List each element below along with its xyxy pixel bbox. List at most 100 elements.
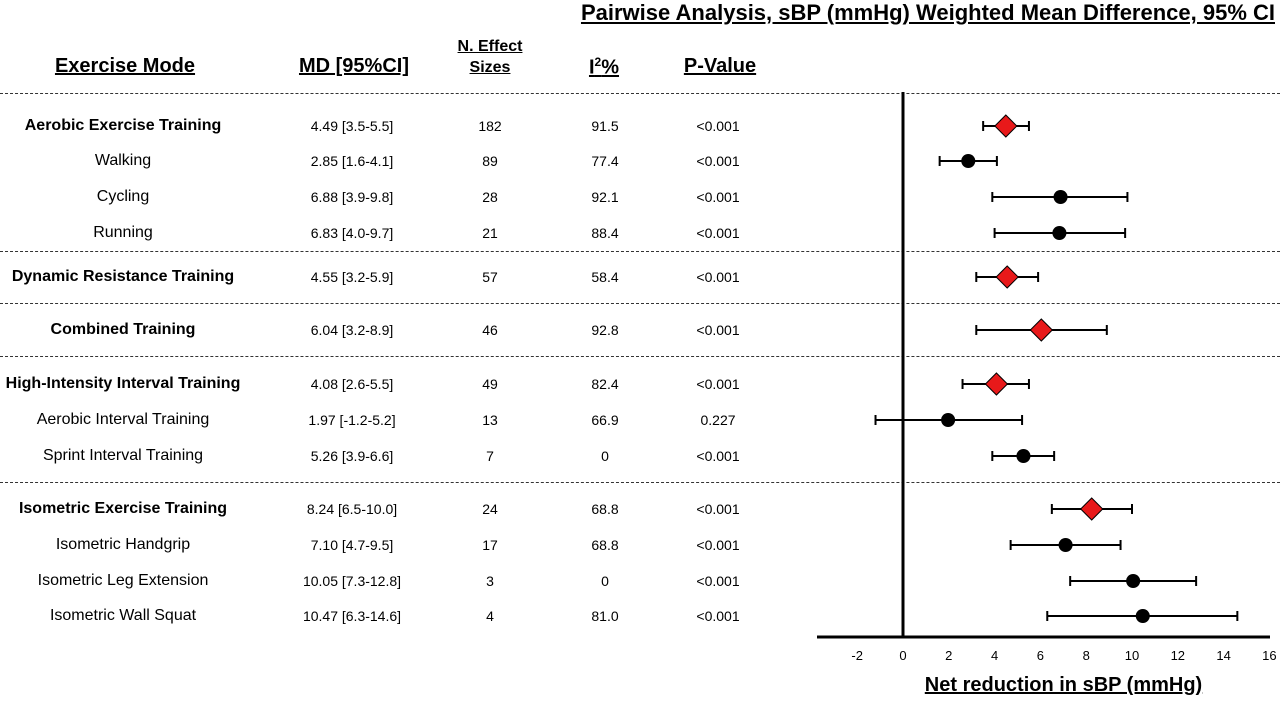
header-n-line1: N. Effect (457, 38, 523, 55)
row-i2: 66.9 (591, 412, 619, 428)
row-n-effect-sizes: 49 (482, 376, 498, 392)
row-p-value: <0.001 (696, 322, 740, 338)
row-n-effect-sizes: 57 (482, 269, 498, 285)
header-n-effect-sizes: N. Effect Sizes (440, 36, 540, 78)
row-i2: 88.4 (591, 225, 619, 241)
row-n-effect-sizes: 28 (482, 189, 498, 205)
row-p-value: <0.001 (696, 376, 740, 392)
subgroup-estimate-point (941, 413, 956, 427)
row-md: 6.83 [4.0-9.7] (310, 225, 394, 241)
separator-4 (0, 482, 1280, 483)
row-md: 6.88 [3.9-9.8] (310, 189, 394, 205)
row-md: 10.05 [7.3-12.8] (302, 573, 402, 589)
row-md: 1.97 [-1.2-5.2] (308, 412, 396, 428)
row-p-value: <0.001 (696, 153, 740, 169)
x-tick-label: 2 (945, 648, 952, 663)
row-label: Aerobic Interval Training (36, 411, 210, 428)
subgroup-estimate-point (1135, 609, 1150, 623)
pooled-estimate-diamond (1079, 497, 1104, 521)
x-tick-label: 16 (1262, 648, 1276, 663)
separator-1 (0, 251, 1280, 252)
header-n-line2: Sizes (469, 59, 511, 76)
row-p-value: <0.001 (696, 269, 740, 285)
row-label: Walking (94, 152, 152, 169)
separator-2 (0, 303, 1280, 304)
x-tick-label: 4 (991, 648, 998, 663)
row-p-value: <0.001 (696, 501, 740, 517)
row-n-effect-sizes: 17 (482, 537, 498, 553)
row-md: 4.49 [3.5-5.5] (310, 118, 394, 134)
row-md: 8.24 [6.5-10.0] (306, 501, 398, 517)
x-tick-label: -2 (851, 648, 863, 663)
row-md: 2.85 [1.6-4.1] (310, 153, 394, 169)
header-p-value: P-Value (683, 55, 757, 77)
x-tick-label: 10 (1125, 648, 1139, 663)
chart-title: Pairwise Analysis, sBP (mmHg) Weighted M… (580, 0, 1275, 25)
row-i2: 68.8 (591, 537, 619, 553)
row-md: 5.26 [3.9-6.6] (310, 448, 394, 464)
row-i2: 77.4 (591, 153, 619, 169)
header-i2-sup: 2 (594, 55, 602, 69)
row-p-value: <0.001 (696, 118, 740, 134)
row-md: 6.04 [3.2-8.9] (310, 322, 394, 338)
subgroup-estimate-point (1016, 449, 1031, 463)
row-n-effect-sizes: 182 (478, 118, 502, 134)
subgroup-estimate-point (961, 154, 976, 168)
pooled-estimate-diamond (995, 265, 1019, 289)
row-label: Isometric Wall Squat (49, 607, 197, 624)
row-i2: 68.8 (591, 501, 619, 517)
row-n-effect-sizes: 89 (482, 153, 498, 169)
row-label: High-Intensity Interval Training (5, 375, 241, 392)
separator-header (0, 93, 1280, 94)
row-p-value: <0.001 (696, 189, 740, 205)
x-tick-label: 0 (899, 648, 906, 663)
pooled-estimate-diamond (984, 372, 1009, 396)
row-n-effect-sizes: 4 (486, 608, 494, 624)
row-md: 7.10 [4.7-9.5] (310, 537, 394, 553)
row-i2: 82.4 (591, 376, 619, 392)
header-i2-base: I (588, 56, 595, 79)
x-axis-label: Net reduction in sBP (mmHg) (924, 674, 1203, 696)
row-label: Isometric Exercise Training (18, 500, 228, 517)
row-p-value: <0.001 (696, 537, 740, 553)
row-i2: 58.4 (591, 269, 619, 285)
x-tick-label: 8 (1083, 648, 1090, 663)
row-p-value: <0.001 (696, 573, 740, 589)
subgroup-estimate-point (1126, 574, 1141, 588)
row-n-effect-sizes: 21 (482, 225, 498, 241)
row-n-effect-sizes: 7 (486, 448, 494, 464)
row-i2: 0 (601, 573, 609, 589)
x-tick-label: 14 (1216, 648, 1230, 663)
row-label: Combined Training (50, 321, 196, 338)
x-tick-label: 6 (1037, 648, 1044, 663)
x-tick-label: 12 (1171, 648, 1185, 663)
row-p-value: <0.001 (696, 225, 740, 241)
subgroup-estimate-point (1053, 190, 1068, 204)
row-label: Running (93, 224, 153, 241)
pooled-estimate-diamond (1029, 318, 1054, 342)
row-md: 4.55 [3.2-5.9] (310, 269, 394, 285)
header-i2: I2% (570, 55, 638, 80)
row-label: Isometric Handgrip (55, 536, 191, 553)
row-i2: 91.5 (591, 118, 619, 134)
header-i2-suffix: % (601, 56, 620, 79)
pooled-estimate-diamond (994, 114, 1018, 138)
row-label: Aerobic Exercise Training (24, 117, 222, 134)
row-i2: 81.0 (591, 608, 619, 624)
separator-3 (0, 356, 1280, 357)
header-exercise-mode: Exercise Mode (54, 55, 196, 77)
row-label: Dynamic Resistance Training (11, 268, 235, 285)
row-p-value: <0.001 (696, 448, 740, 464)
row-p-value: <0.001 (696, 608, 740, 624)
header-md: MD [95%CI] (298, 55, 409, 77)
row-md: 10.47 [6.3-14.6] (302, 608, 402, 624)
row-i2: 92.8 (591, 322, 619, 338)
row-i2: 92.1 (591, 189, 619, 205)
row-n-effect-sizes: 24 (482, 501, 498, 517)
row-p-value: 0.227 (700, 412, 736, 428)
row-label: Cycling (96, 188, 150, 205)
row-md: 4.08 [2.6-5.5] (310, 376, 394, 392)
row-n-effect-sizes: 3 (486, 573, 494, 589)
row-i2: 0 (601, 448, 609, 464)
